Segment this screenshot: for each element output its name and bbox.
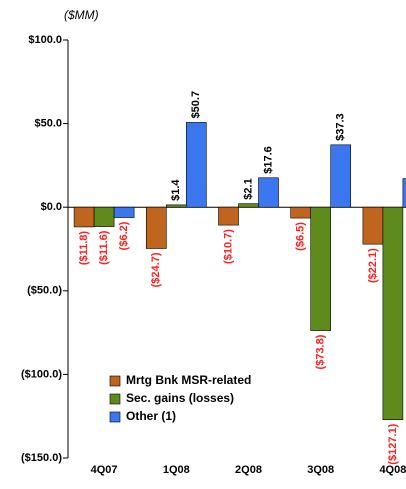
value-label: ($10.7) <box>222 229 234 264</box>
bar <box>258 177 279 208</box>
bar <box>290 206 312 219</box>
bar <box>402 178 406 208</box>
bar <box>218 206 239 226</box>
bar <box>73 206 95 228</box>
bar <box>146 206 167 249</box>
x-tick-label: 2Q08 <box>235 464 262 476</box>
legend-swatch <box>109 411 121 423</box>
bar <box>93 206 115 227</box>
value-label: $50.7 <box>190 91 202 119</box>
x-tick-label: 3Q08 <box>307 464 334 476</box>
y-tick-label: ($100.0) <box>21 368 62 380</box>
value-label: ($11.6) <box>98 230 110 265</box>
y-tick-label: $50.0 <box>34 118 62 130</box>
value-label: ($73.8) <box>315 334 327 369</box>
value-label: ($24.7) <box>150 252 162 287</box>
bar <box>382 206 404 421</box>
value-label: ($6.5) <box>295 222 307 251</box>
value-label: $2.1 <box>242 178 254 199</box>
bar <box>310 206 332 331</box>
value-label: $1.4 <box>170 179 182 201</box>
value-label: ($127.1) <box>387 423 399 464</box>
y-tick-label: ($50.0) <box>27 285 62 297</box>
x-tick-label: 4Q08 <box>379 464 406 476</box>
value-label: $37.3 <box>335 113 347 141</box>
legend-label: Other (1) <box>126 409 176 423</box>
value-label: ($6.2) <box>118 221 130 250</box>
bar <box>113 206 135 218</box>
unit-label: ($MM) <box>64 8 99 22</box>
x-tick-label: 4Q07 <box>91 464 118 476</box>
y-tick-label: $100.0 <box>28 34 62 46</box>
bar <box>166 204 187 208</box>
x-tick-label: 1Q08 <box>163 464 190 476</box>
value-label: ($11.8) <box>78 231 90 266</box>
legend-swatch <box>109 375 121 387</box>
value-label: $17.6 <box>262 146 274 174</box>
legend-label: Mrtg Bnk MSR-related <box>126 373 251 387</box>
legend-label: Sec. gains (losses) <box>126 391 234 405</box>
bar <box>362 206 384 245</box>
bar <box>186 122 207 208</box>
y-tick-label: $0.0 <box>41 201 62 213</box>
bar <box>238 203 259 208</box>
bar <box>330 144 352 208</box>
value-label: ($22.1) <box>367 248 379 283</box>
legend-swatch <box>109 393 121 405</box>
y-tick-label: ($150.0) <box>21 452 62 464</box>
